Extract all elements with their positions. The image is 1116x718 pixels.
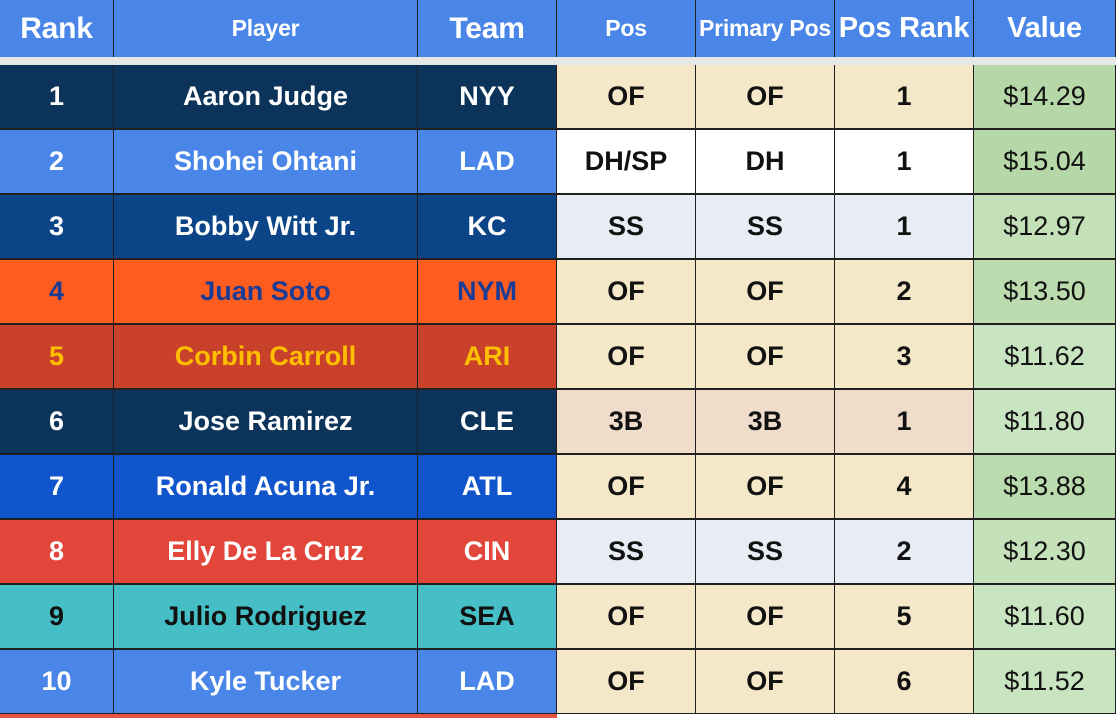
rank-cell[interactable]: 5 [0, 325, 114, 388]
pos-rank-cell[interactable]: 1 [835, 390, 974, 453]
value-cell[interactable]: $11.80 [974, 390, 1116, 453]
pos-cell[interactable]: OF [557, 260, 696, 323]
rank-cell[interactable]: 9 [0, 585, 114, 648]
pos-rank-cell[interactable]: 2 [835, 260, 974, 323]
rank-cell[interactable]: 1 [0, 65, 114, 128]
rank-cell[interactable]: 4 [0, 260, 114, 323]
player-cell[interactable]: Jose Ramirez [114, 390, 418, 453]
player-cell[interactable]: Kyle Tucker [114, 650, 418, 713]
team-cell[interactable]: CLE [418, 390, 557, 453]
header-primary-pos[interactable]: Primary Pos [696, 0, 835, 57]
table-row: 6 Jose Ramirez CLE 3B 3B 1 $11.80 [0, 390, 1116, 455]
team-cell[interactable]: SEA [418, 585, 557, 648]
pos-rank-cell[interactable]: 4 [835, 455, 974, 518]
pos-rank-cell[interactable]: 5 [835, 585, 974, 648]
table-row: 4 Juan Soto NYM OF OF 2 $13.50 [0, 260, 1116, 325]
primary-pos-cell[interactable]: SS [696, 195, 835, 258]
table-row: 7 Ronald Acuna Jr. ATL OF OF 4 $13.88 [0, 455, 1116, 520]
pos-cell[interactable]: OF [557, 585, 696, 648]
value-cell[interactable]: $12.97 [974, 195, 1116, 258]
rank-cell[interactable]: 10 [0, 650, 114, 713]
team-cell[interactable]: NYY [418, 65, 557, 128]
table-row: 8 Elly De La Cruz CIN SS SS 2 $12.30 [0, 520, 1116, 585]
table-row: 5 Corbin Carroll ARI OF OF 3 $11.62 [0, 325, 1116, 390]
pos-cell[interactable]: OF [557, 65, 696, 128]
team-cell[interactable]: NYM [418, 260, 557, 323]
primary-pos-cell[interactable]: DH [696, 130, 835, 193]
player-cell[interactable]: Bobby Witt Jr. [114, 195, 418, 258]
rank-cell[interactable]: 6 [0, 390, 114, 453]
rank-cell[interactable]: 2 [0, 130, 114, 193]
pos-cell[interactable]: SS [557, 195, 696, 258]
header-value[interactable]: Value [974, 0, 1116, 57]
primary-pos-cell[interactable]: OF [696, 325, 835, 388]
team-cell[interactable]: LAD [418, 130, 557, 193]
primary-pos-cell[interactable]: OF [696, 455, 835, 518]
primary-pos-cell[interactable]: 3B [696, 390, 835, 453]
pos-rank-cell[interactable]: 3 [835, 325, 974, 388]
table-body: 1 Aaron Judge NYY OF OF 1 $14.29 2 Shohei Ohtani… [0, 65, 1116, 715]
player-cell[interactable]: Aaron Judge [114, 65, 418, 128]
pos-rank-cell[interactable]: 2 [835, 520, 974, 583]
player-cell[interactable]: Corbin Carroll [114, 325, 418, 388]
primary-pos-cell[interactable]: SS [696, 520, 835, 583]
team-cell[interactable]: KC [418, 195, 557, 258]
pos-rank-cell[interactable]: 6 [835, 650, 974, 713]
value-cell[interactable]: $11.52 [974, 650, 1116, 713]
team-cell[interactable]: ARI [418, 325, 557, 388]
pos-cell[interactable]: DH/SP [557, 130, 696, 193]
header-player[interactable]: Player [114, 0, 418, 57]
pos-cell[interactable]: OF [557, 455, 696, 518]
header-rank[interactable]: Rank [0, 0, 114, 57]
pos-cell[interactable]: OF [557, 325, 696, 388]
table-row: 10 Kyle Tucker LAD OF OF 6 $11.52 [0, 650, 1116, 715]
value-cell[interactable]: $14.29 [974, 65, 1116, 128]
rank-cell[interactable]: 8 [0, 520, 114, 583]
team-cell[interactable]: LAD [418, 650, 557, 713]
table-row: 3 Bobby Witt Jr. KC SS SS 1 $12.97 [0, 195, 1116, 260]
pos-rank-cell[interactable]: 1 [835, 130, 974, 193]
table-row: 9 Julio Rodriguez SEA OF OF 5 $11.60 [0, 585, 1116, 650]
team-cell[interactable]: CIN [418, 520, 557, 583]
primary-pos-cell[interactable]: OF [696, 65, 835, 128]
pos-cell[interactable]: SS [557, 520, 696, 583]
header-pos[interactable]: Pos [557, 0, 696, 57]
value-cell[interactable]: $13.50 [974, 260, 1116, 323]
player-cell[interactable]: Ronald Acuna Jr. [114, 455, 418, 518]
rank-cell[interactable]: 7 [0, 455, 114, 518]
value-cell[interactable]: $11.62 [974, 325, 1116, 388]
table-row: 1 Aaron Judge NYY OF OF 1 $14.29 [0, 65, 1116, 130]
player-cell[interactable]: Juan Soto [114, 260, 418, 323]
pos-cell[interactable]: OF [557, 650, 696, 713]
player-cell[interactable]: Shohei Ohtani [114, 130, 418, 193]
player-cell[interactable]: Julio Rodriguez [114, 585, 418, 648]
header-row: Rank Player Team Pos Primary Pos Pos Ran… [0, 0, 1116, 57]
pos-rank-cell[interactable]: 1 [835, 65, 974, 128]
header-team[interactable]: Team [418, 0, 557, 57]
pos-cell[interactable]: 3B [557, 390, 696, 453]
value-cell[interactable]: $11.60 [974, 585, 1116, 648]
rank-cell[interactable]: 3 [0, 195, 114, 258]
frozen-row-divider [0, 57, 1116, 65]
primary-pos-cell[interactable]: OF [696, 585, 835, 648]
value-cell[interactable]: $13.88 [974, 455, 1116, 518]
value-cell[interactable]: $12.30 [974, 520, 1116, 583]
table-row: 2 Shohei Ohtani LAD DH/SP DH 1 $15.04 [0, 130, 1116, 195]
primary-pos-cell[interactable]: OF [696, 260, 835, 323]
primary-pos-cell[interactable]: OF [696, 650, 835, 713]
team-cell[interactable]: ATL [418, 455, 557, 518]
pos-rank-cell[interactable]: 1 [835, 195, 974, 258]
header-pos-rank[interactable]: Pos Rank [835, 0, 974, 57]
player-cell[interactable]: Elly De La Cruz [114, 520, 418, 583]
next-row-edge [0, 714, 1116, 718]
value-cell[interactable]: $15.04 [974, 130, 1116, 193]
